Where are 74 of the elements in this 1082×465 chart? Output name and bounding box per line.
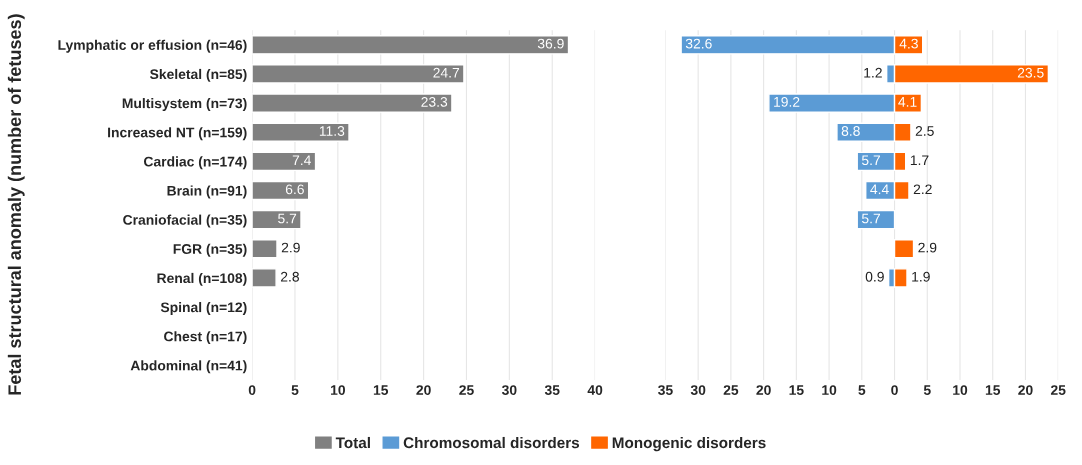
data-label: 1.7 xyxy=(910,155,929,165)
data-label: 36.9 xyxy=(537,38,564,49)
legend-label: Monogenic disorders xyxy=(612,436,766,452)
bar xyxy=(252,239,278,259)
legend-label: Chromosomal disorders xyxy=(403,436,580,449)
data-label: 32.6 xyxy=(685,38,712,49)
x-tick-label: 5 xyxy=(923,385,931,395)
bar xyxy=(252,268,277,288)
data-label: 5.7 xyxy=(278,213,297,224)
x-tick-label: 35 xyxy=(658,385,673,395)
y-tick-label: Chest (n=17) xyxy=(164,331,247,345)
data-label: 7.4 xyxy=(292,155,311,165)
data-label: 2.9 xyxy=(918,242,937,253)
y-tick-label: Cardiac (n=174) xyxy=(143,156,247,170)
data-label: 4.4 xyxy=(870,184,889,195)
x-tick-label: 0 xyxy=(891,385,898,395)
data-label: 4.1 xyxy=(898,97,917,107)
y-tick-label: Increased NT (n=159) xyxy=(108,127,247,141)
bar xyxy=(252,93,453,113)
data-label: 2.2 xyxy=(913,184,932,195)
y-axis-title: Fetal structural anomaly (number of fetuses) xyxy=(7,14,25,395)
legend-label: Total xyxy=(335,436,370,449)
y-tick-label: Craniofacial (n=35) xyxy=(123,214,247,228)
bar xyxy=(252,209,302,230)
x-tick-label: 5 xyxy=(291,385,299,395)
data-label: 2.5 xyxy=(915,126,934,136)
y-tick-label: Abdominal (n=41) xyxy=(130,360,247,374)
data-label: 1.9 xyxy=(912,271,930,282)
x-tick-label: 25 xyxy=(459,385,474,395)
y-tick-label: Brain (n=91) xyxy=(167,185,247,199)
x-tick-label: 0 xyxy=(248,385,256,395)
bar xyxy=(252,122,350,142)
y-tick-label: Spinal (n=12) xyxy=(160,302,247,315)
y-tick-label: Lymphatic or effusion (n=46) xyxy=(58,39,247,53)
bar xyxy=(893,239,915,259)
x-tick-label: 20 xyxy=(1018,385,1033,395)
data-label: 5.7 xyxy=(861,155,881,166)
data-label: 5.7 xyxy=(861,213,881,224)
bar xyxy=(252,35,570,55)
y-tick-label: Renal (n=108) xyxy=(157,272,247,286)
bar xyxy=(856,209,896,230)
data-label: 1.2 xyxy=(864,67,882,78)
data-label: 24.7 xyxy=(433,67,460,78)
bar xyxy=(252,151,317,172)
bar xyxy=(252,180,310,201)
x-tick-label: 5 xyxy=(858,385,866,395)
x-tick-label: 10 xyxy=(822,385,837,395)
data-label: 23.5 xyxy=(1017,67,1044,78)
x-tick-label: 10 xyxy=(331,385,346,395)
data-label: 8.8 xyxy=(841,126,860,136)
x-tick-label: 30 xyxy=(501,385,517,395)
y-tick-label: Multisystem (n=73) xyxy=(122,98,247,111)
y-tick-label: Skeletal (n=85) xyxy=(149,68,247,82)
y-tick-label: FGR (n=35) xyxy=(173,243,247,257)
data-label: 2.9 xyxy=(281,242,300,253)
bar xyxy=(252,64,465,84)
data-label: 2.8 xyxy=(280,271,299,282)
x-tick-label: 20 xyxy=(756,385,771,395)
x-tick-label: 20 xyxy=(416,385,431,395)
data-label: 11.3 xyxy=(319,126,345,136)
x-tick-label: 15 xyxy=(985,385,1001,395)
data-label: 6.6 xyxy=(285,184,304,195)
x-tick-label: 40 xyxy=(587,385,603,395)
data-label: 4.3 xyxy=(899,38,918,49)
x-tick-label: 10 xyxy=(953,385,968,395)
x-tick-label: 25 xyxy=(723,385,739,395)
x-tick-label: 15 xyxy=(373,385,389,395)
x-tick-label: 30 xyxy=(690,385,706,395)
data-label: 19.2 xyxy=(774,96,800,107)
data-label: 0.9 xyxy=(865,271,884,282)
data-label: 23.3 xyxy=(421,96,448,107)
x-tick-label: 35 xyxy=(544,385,560,395)
x-tick-label: 15 xyxy=(789,385,804,395)
x-tick-label: 25 xyxy=(1050,385,1066,395)
